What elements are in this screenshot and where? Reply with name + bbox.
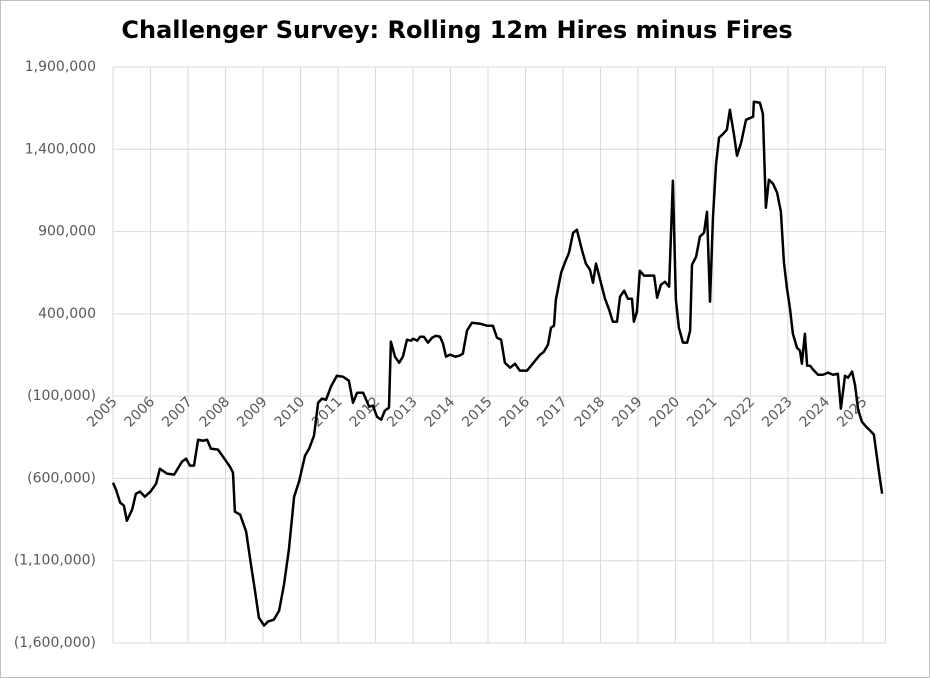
y-tick-label: 1,400,000 [25,141,96,157]
y-tick-label: (600,000) [27,470,96,486]
y-tick-label: (1,100,000) [14,553,96,569]
chart-title: Challenger Survey: Rolling 12m Hires min… [121,16,792,44]
y-tick-label: (1,600,000) [14,635,96,651]
y-tick-label: (100,000) [27,388,96,404]
y-tick-label: 900,000 [38,224,96,240]
y-tick-label: 1,900,000 [25,59,96,75]
y-tick-label: 400,000 [38,306,96,322]
series-line [111,100,884,627]
